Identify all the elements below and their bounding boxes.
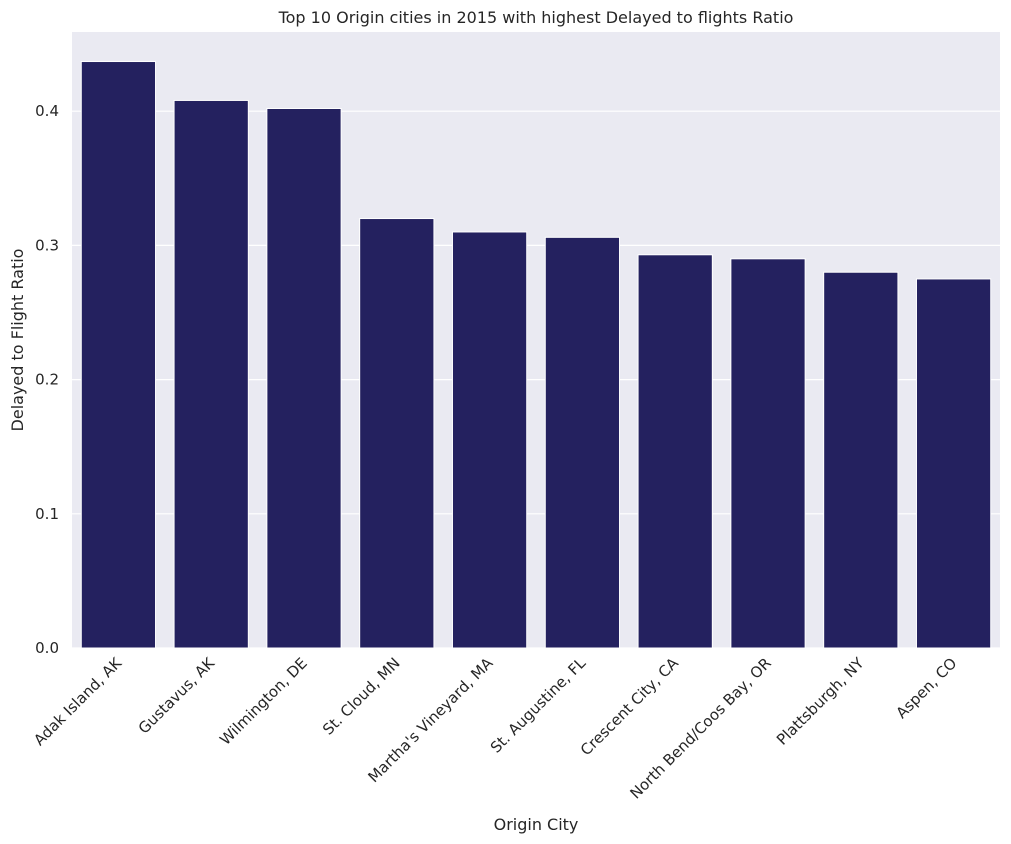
bar	[359, 218, 435, 649]
x-tick-label: Gustavus, AK	[135, 653, 219, 737]
bar	[637, 254, 713, 649]
y-axis-ticks: 0.0 0.1 0.2 0.3 0.4	[35, 102, 59, 657]
bar	[915, 278, 992, 649]
bar	[730, 258, 806, 649]
x-tick-label: Aspen, CO	[892, 654, 960, 722]
bars	[80, 61, 992, 649]
y-tick-label: 0.3	[35, 236, 59, 254]
bar	[823, 271, 899, 649]
y-axis-label: Delayed to Flight Ratio	[8, 249, 27, 432]
bar	[80, 61, 157, 649]
y-tick-label: 0.1	[35, 505, 59, 523]
y-tick-label: 0.2	[35, 371, 59, 389]
x-axis-label: Origin City	[494, 815, 579, 834]
x-tick-label: Crescent City, CA	[577, 654, 683, 760]
bar	[544, 236, 621, 649]
x-tick-label: Wilmington, DE	[216, 654, 311, 749]
y-tick-label: 0.4	[35, 102, 59, 120]
bar	[451, 231, 528, 649]
x-tick-label: Plattsburgh, NY	[773, 654, 868, 749]
bar	[266, 107, 342, 649]
chart-title: Top 10 Origin cities in 2015 with highes…	[278, 8, 794, 27]
x-tick-label: St. Augustine, FL	[487, 654, 590, 757]
y-tick-label: 0.0	[35, 639, 59, 657]
x-tick-label: Adak Island, AK	[30, 653, 126, 749]
x-tick-label: St. Cloud, MN	[319, 654, 403, 738]
bar	[173, 99, 249, 649]
